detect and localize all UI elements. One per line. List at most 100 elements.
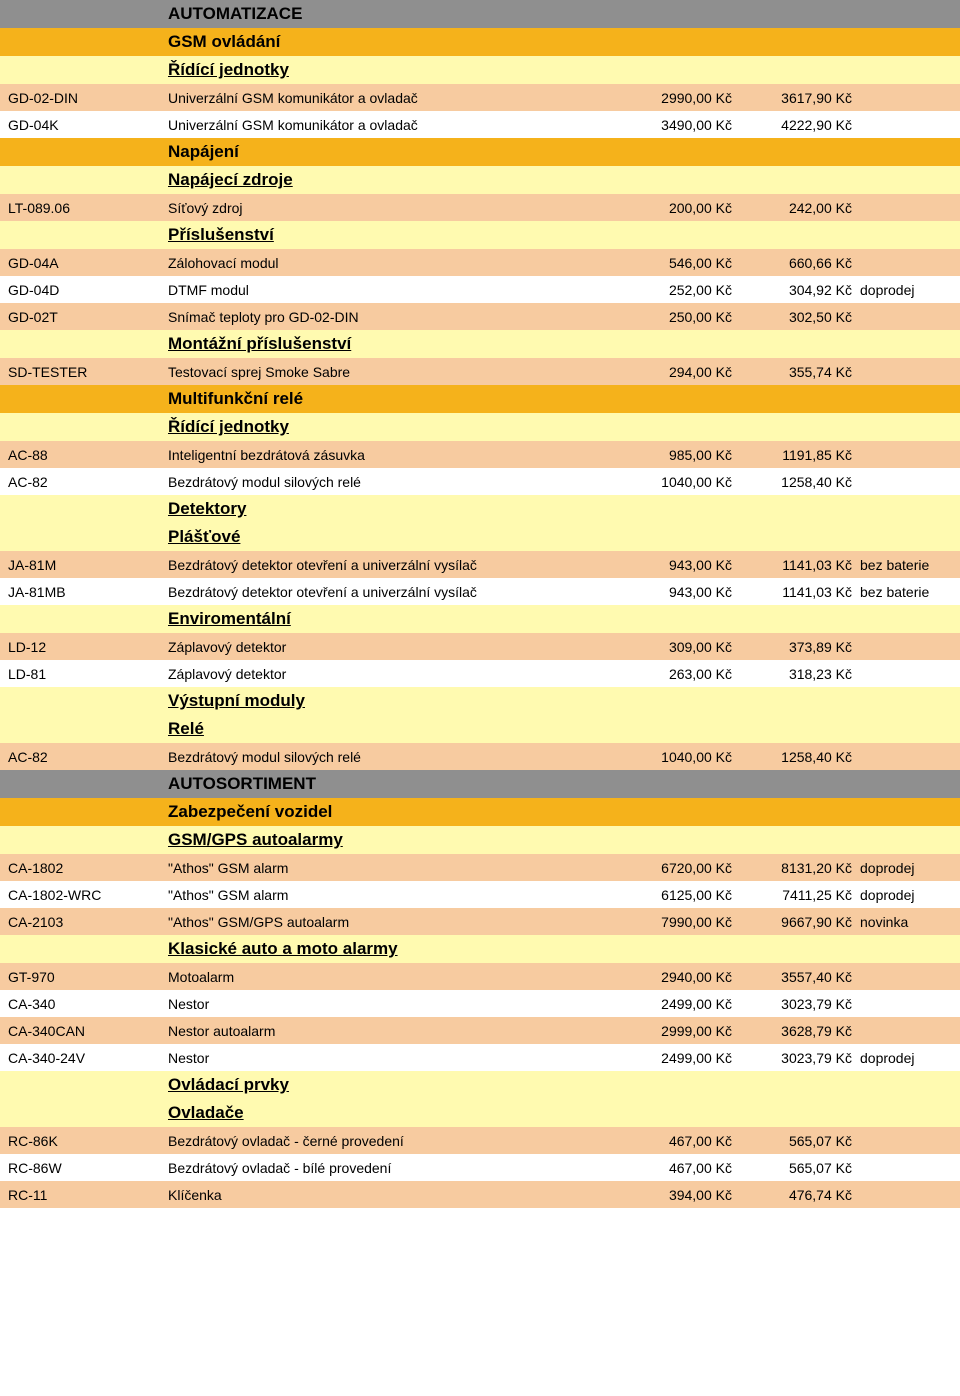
table-row: GD-02-DINUniverzální GSM komunikátor a o… bbox=[0, 84, 960, 111]
item-description: Snímač teploty pro GD-02-DIN bbox=[138, 309, 612, 325]
table-row: Multifunkční relé bbox=[0, 385, 960, 413]
table-row: LD-81Záplavový detektor263,00 Kč318,23 K… bbox=[0, 660, 960, 687]
item-description: Bezdrátový modul silových relé bbox=[138, 749, 612, 765]
table-row: CA-1802"Athos" GSM alarm6720,00 Kč8131,2… bbox=[0, 854, 960, 881]
item-description: "Athos" GSM/GPS autoalarm bbox=[138, 914, 612, 930]
item-price-net: 6720,00 Kč bbox=[612, 860, 732, 876]
item-price-gross: 1141,03 Kč bbox=[732, 584, 852, 600]
item-description: Testovací sprej Smoke Sabre bbox=[138, 364, 612, 380]
section-header: AUTOMATIZACE bbox=[8, 4, 302, 24]
item-code: CA-340 bbox=[8, 996, 138, 1012]
item-code: JA-81MB bbox=[8, 584, 138, 600]
table-row: CA-340Nestor2499,00 Kč3023,79 Kč bbox=[0, 990, 960, 1017]
table-row: Zabezpečení vozidel bbox=[0, 798, 960, 826]
table-row: Řídící jednotky bbox=[0, 413, 960, 441]
item-code: JA-81M bbox=[8, 557, 138, 573]
item-price-net: 467,00 Kč bbox=[612, 1133, 732, 1149]
item-price-net: 309,00 Kč bbox=[612, 639, 732, 655]
table-row: Relé bbox=[0, 715, 960, 743]
table-row: Detektory bbox=[0, 495, 960, 523]
item-code: LD-81 bbox=[8, 666, 138, 682]
item-price-net: 2499,00 Kč bbox=[612, 996, 732, 1012]
sub-header: Příslušenství bbox=[8, 225, 274, 245]
item-price-gross: 302,50 Kč bbox=[732, 309, 852, 325]
sub-header: Řídící jednotky bbox=[8, 60, 289, 80]
table-row: AUTOMATIZACE bbox=[0, 0, 960, 28]
table-row: CA-340-24VNestor2499,00 Kč3023,79 Kčdopr… bbox=[0, 1044, 960, 1071]
item-price-net: 985,00 Kč bbox=[612, 447, 732, 463]
item-price-gross: 1258,40 Kč bbox=[732, 749, 852, 765]
table-row: SD-TESTERTestovací sprej Smoke Sabre294,… bbox=[0, 358, 960, 385]
sub-header: Plášťové bbox=[8, 527, 240, 547]
item-price-gross: 3617,90 Kč bbox=[732, 90, 852, 106]
item-price-gross: 304,92 Kč bbox=[732, 282, 852, 298]
item-code: CA-340CAN bbox=[8, 1023, 138, 1039]
item-price-gross: 1258,40 Kč bbox=[732, 474, 852, 490]
table-row: RC-86WBezdrátový ovladač - bílé proveden… bbox=[0, 1154, 960, 1181]
item-code: GT-970 bbox=[8, 969, 138, 985]
item-price-gross: 9667,90 Kč bbox=[732, 914, 852, 930]
item-code: AC-82 bbox=[8, 749, 138, 765]
item-description: Univerzální GSM komunikátor a ovladač bbox=[138, 90, 612, 106]
item-code: GD-04A bbox=[8, 255, 138, 271]
section-header: AUTOSORTIMENT bbox=[8, 774, 316, 794]
item-code: CA-1802-WRC bbox=[8, 887, 138, 903]
price-list-table: AUTOMATIZACE GSM ovládání Řídící jednotky G… bbox=[0, 0, 960, 1208]
table-row: Řídící jednotky bbox=[0, 56, 960, 84]
item-description: Nestor bbox=[138, 1050, 612, 1066]
item-code: RC-86W bbox=[8, 1160, 138, 1176]
item-note: novinka bbox=[852, 914, 952, 930]
group-header: Multifunkční relé bbox=[8, 389, 303, 409]
table-row: GD-04KUniverzální GSM komunikátor a ovla… bbox=[0, 111, 960, 138]
group-header: Napájení bbox=[8, 142, 239, 162]
item-description: Bezdrátový detektor otevření a univerzál… bbox=[138, 584, 612, 600]
item-note: bez baterie bbox=[852, 557, 952, 573]
table-row: GT-970Motoalarm2940,00 Kč3557,40 Kč bbox=[0, 963, 960, 990]
item-code: AC-88 bbox=[8, 447, 138, 463]
table-row: RC-11Klíčenka394,00 Kč476,74 Kč bbox=[0, 1181, 960, 1208]
sub-header: Detektory bbox=[8, 499, 246, 519]
item-note: doprodej bbox=[852, 1050, 952, 1066]
item-price-gross: 565,07 Kč bbox=[732, 1133, 852, 1149]
item-description: Bezdrátový modul silových relé bbox=[138, 474, 612, 490]
item-note: bez baterie bbox=[852, 584, 952, 600]
item-price-net: 2999,00 Kč bbox=[612, 1023, 732, 1039]
item-price-gross: 1141,03 Kč bbox=[732, 557, 852, 573]
item-price-net: 3490,00 Kč bbox=[612, 117, 732, 133]
item-price-gross: 7411,25 Kč bbox=[732, 887, 852, 903]
table-row: GD-04AZálohovací modul546,00 Kč660,66 Kč bbox=[0, 249, 960, 276]
item-price-net: 2940,00 Kč bbox=[612, 969, 732, 985]
sub-header: Ovládací prvky bbox=[8, 1075, 289, 1095]
group-header: GSM ovládání bbox=[8, 32, 280, 52]
item-price-gross: 8131,20 Kč bbox=[732, 860, 852, 876]
item-price-gross: 1191,85 Kč bbox=[732, 447, 852, 463]
sub-header: Enviromentální bbox=[8, 609, 291, 629]
item-code: RC-86K bbox=[8, 1133, 138, 1149]
item-code: CA-1802 bbox=[8, 860, 138, 876]
item-price-gross: 476,74 Kč bbox=[732, 1187, 852, 1203]
item-code: GD-02-DIN bbox=[8, 90, 138, 106]
item-price-gross: 373,89 Kč bbox=[732, 639, 852, 655]
table-row: JA-81MBBezdrátový detektor otevření a un… bbox=[0, 578, 960, 605]
item-description: Inteligentní bezdrátová zásuvka bbox=[138, 447, 612, 463]
table-row: AC-82Bezdrátový modul silových relé1040,… bbox=[0, 743, 960, 770]
item-price-gross: 3628,79 Kč bbox=[732, 1023, 852, 1039]
table-row: Ovladače bbox=[0, 1099, 960, 1127]
sub-header: Relé bbox=[8, 719, 204, 739]
item-price-gross: 660,66 Kč bbox=[732, 255, 852, 271]
item-price-net: 943,00 Kč bbox=[612, 557, 732, 573]
sub-header: Výstupní moduly bbox=[8, 691, 305, 711]
table-row: GD-02TSnímač teploty pro GD-02-DIN250,00… bbox=[0, 303, 960, 330]
item-code: CA-340-24V bbox=[8, 1050, 138, 1066]
item-description: Síťový zdroj bbox=[138, 200, 612, 216]
item-code: SD-TESTER bbox=[8, 364, 138, 380]
item-code: LT-089.06 bbox=[8, 200, 138, 216]
item-description: Univerzální GSM komunikátor a ovladač bbox=[138, 117, 612, 133]
table-row: Montážní příslušenství bbox=[0, 330, 960, 358]
item-code: GD-04K bbox=[8, 117, 138, 133]
sub-header: GSM/GPS autoalarmy bbox=[8, 830, 343, 850]
item-code: CA-2103 bbox=[8, 914, 138, 930]
item-price-net: 6125,00 Kč bbox=[612, 887, 732, 903]
item-description: Motoalarm bbox=[138, 969, 612, 985]
item-price-net: 250,00 Kč bbox=[612, 309, 732, 325]
